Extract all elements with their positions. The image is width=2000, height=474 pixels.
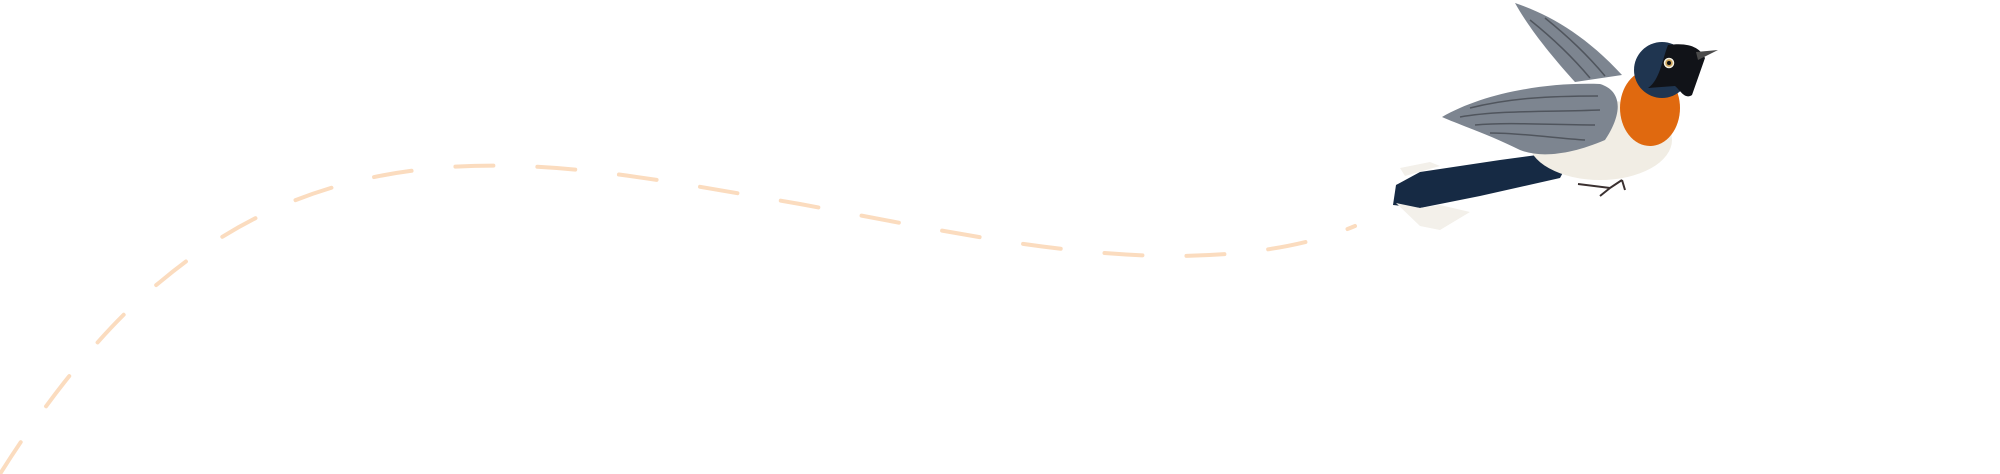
bird-lower-wing — [1442, 83, 1618, 155]
bird-illustration — [1393, 3, 1718, 230]
bird-upper-wing — [1515, 3, 1622, 82]
bird-tail-tips — [1396, 162, 1470, 230]
dashed-flight-path — [0, 163, 1357, 474]
bird-mask — [1648, 44, 1705, 97]
bird-legs — [1577, 179, 1626, 197]
bird-tail — [1393, 150, 1575, 208]
bird-beak — [1696, 50, 1718, 60]
wing-feather-lines — [1459, 17, 1606, 141]
bird-pupil — [1667, 61, 1671, 65]
